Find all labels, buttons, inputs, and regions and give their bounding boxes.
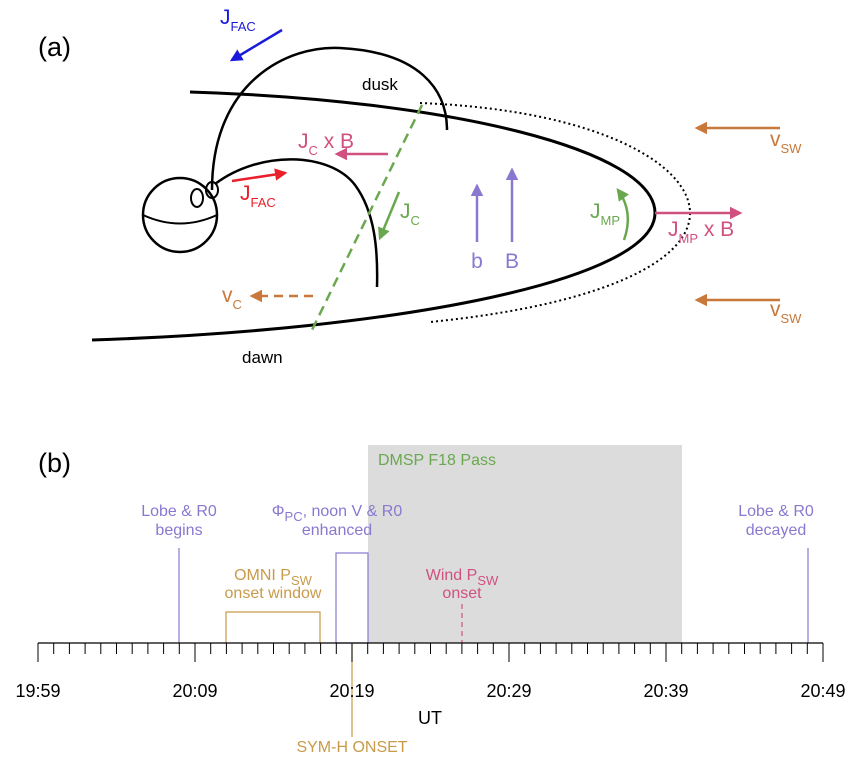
tick-label: 20:29: [486, 681, 531, 701]
label: b: [471, 250, 483, 273]
current-sheet: [310, 104, 424, 331]
current-loop: [190, 188, 204, 208]
label-sub: SW: [477, 573, 499, 588]
panel-label: (a): [38, 32, 71, 62]
label-sub: PC: [285, 509, 303, 524]
tick-label: 20:39: [643, 681, 688, 701]
label-sub: SW: [781, 141, 803, 156]
shaded-interval: [368, 445, 682, 643]
label-main: OMNI P: [234, 567, 291, 584]
event-label: decayed: [746, 522, 807, 539]
shaded-label: DMSP F18 Pass: [378, 452, 496, 469]
label-main: v: [770, 298, 781, 321]
field-line: [214, 158, 379, 288]
event-label: onset window: [225, 585, 322, 602]
label: vSW: [770, 128, 802, 156]
tick-label: 20:19: [329, 681, 374, 701]
event-label: onset: [442, 585, 482, 602]
arrow: [616, 187, 630, 241]
label-sub: FAC: [251, 195, 276, 210]
label-main: v: [770, 128, 781, 151]
label-rest: x B: [318, 130, 354, 153]
event-label: Lobe & R0: [141, 503, 217, 520]
onset-window: [225, 611, 321, 643]
label-rest: , noon V & R0: [303, 503, 403, 520]
label: JFAC: [240, 182, 276, 210]
label-main: J: [220, 6, 231, 29]
label-main: J: [298, 130, 309, 153]
axis-label: UT: [418, 708, 442, 728]
label-main: J: [590, 200, 601, 223]
arrow: [231, 168, 288, 183]
field-line: [210, 46, 449, 191]
label: JC x B: [298, 130, 354, 158]
label: dusk: [362, 75, 398, 94]
label-main: Wind P: [426, 567, 478, 584]
equator: [142, 214, 218, 225]
event-label: OMNI PSW: [234, 567, 313, 588]
panel-a: (a) JFAC dusk dawn JC x B JFAC JC b B JM…: [38, 6, 802, 367]
event-label: SYM-H ONSET: [296, 739, 407, 756]
label-main: J: [668, 218, 679, 241]
event-label: Wind PSW: [426, 567, 499, 588]
label: B: [505, 250, 519, 273]
tick-label: 19:59: [15, 681, 60, 701]
tick-label: 20:09: [172, 681, 217, 701]
label-sub: SW: [291, 573, 313, 588]
label-main: Φ: [272, 503, 285, 520]
label: JMP: [590, 200, 620, 228]
label-sub: FAC: [231, 19, 256, 34]
label: JMP x B: [668, 218, 734, 246]
label-main: J: [240, 182, 251, 205]
event-label: begins: [155, 522, 202, 539]
label: JFAC: [220, 6, 256, 34]
arrow: [378, 191, 401, 241]
panel-b: (b) DMSP F18 Pass Lobe & R0 begins Lobe …: [15, 445, 846, 756]
label: vSW: [770, 298, 802, 326]
event-label: ΦPC, noon V & R0: [272, 503, 403, 524]
event-box: [335, 552, 369, 644]
event-label: Lobe & R0: [738, 503, 814, 520]
label-sub: C: [411, 213, 420, 228]
label: dawn: [242, 348, 283, 367]
label-main: J: [400, 200, 411, 223]
label-sub: MP: [601, 213, 621, 228]
label: vC: [222, 284, 242, 312]
label: JC: [400, 200, 420, 228]
label-sub: C: [309, 143, 318, 158]
label-sub: MP: [679, 231, 699, 246]
event-label: enhanced: [302, 522, 372, 539]
arrow: [229, 28, 283, 62]
magnetopause: [91, 90, 657, 342]
label-rest: x B: [698, 218, 734, 241]
label-sub: C: [233, 297, 242, 312]
tick-label: 20:49: [800, 681, 845, 701]
label-main: v: [222, 284, 233, 307]
magnetopause-expanded: [419, 102, 692, 323]
panel-label: (b): [38, 448, 71, 478]
label-sub: SW: [781, 311, 803, 326]
